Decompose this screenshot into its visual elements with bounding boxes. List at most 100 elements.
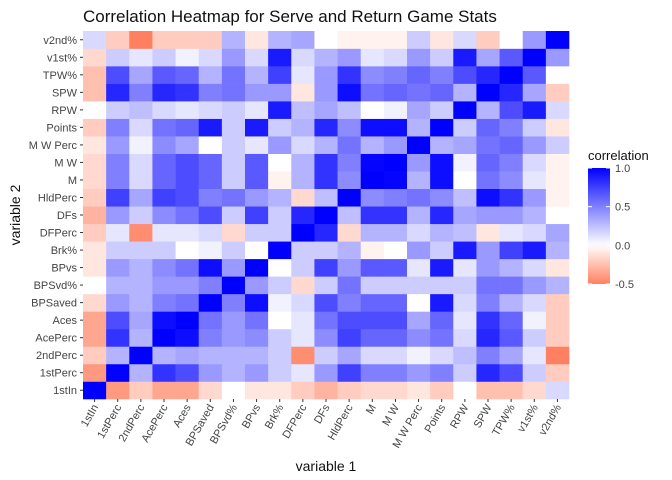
heatmap-cell-m-bpsaved bbox=[360, 293, 385, 312]
heatmap-cell-aceperc-aces bbox=[152, 311, 176, 330]
heatmap-cell-spw-tpwpct bbox=[476, 66, 500, 84]
heatmap-cell-points-spw bbox=[430, 83, 454, 102]
heatmap-cell-aceperc-m-w bbox=[152, 153, 176, 172]
heatmap-cell-rpw-aces bbox=[453, 311, 477, 330]
heatmap-cell-rpw-bpsaved bbox=[453, 293, 477, 312]
heatmap-cell-rpw-dfs bbox=[453, 206, 477, 225]
heatmap-cell-1stin-bpvs bbox=[83, 258, 107, 277]
heatmap-cell-dfs-aces bbox=[314, 311, 338, 330]
heatmap-cell-1stin-1stperc bbox=[83, 363, 107, 382]
heatmap-cell-m-w-perc-brkpct bbox=[407, 241, 431, 260]
y-tick-label: Points bbox=[46, 122, 77, 134]
heatmap-cell-brkpct-points bbox=[268, 118, 292, 137]
heatmap-cell-bpsvdpct-aces bbox=[221, 311, 246, 330]
heatmap-cell-v2ndpct-dfs bbox=[545, 206, 570, 225]
heatmap-cell-1stperc-v1stpct bbox=[106, 48, 130, 67]
heatmap-cell-1stin-m bbox=[83, 171, 107, 190]
heatmap-cell-m-w-m-w-perc bbox=[383, 136, 408, 154]
heatmap-cell-bpsaved-points bbox=[198, 118, 223, 137]
x-tick-label: v2nd% bbox=[537, 402, 564, 437]
y-tick-label: DFPerc bbox=[40, 228, 78, 240]
heatmap-cell-points-m bbox=[430, 171, 454, 190]
heatmap-cell-m-w-dfperc bbox=[383, 223, 408, 242]
heatmap-cell-dfs-2ndperc bbox=[314, 346, 338, 365]
heatmap-cell-v2ndpct-dfperc bbox=[545, 223, 570, 242]
heatmap-cell-m-w-1stin bbox=[383, 381, 408, 400]
heatmap-cell-v2ndpct-1stperc bbox=[545, 363, 570, 382]
heatmap-cell-1stin-m-w-perc bbox=[83, 136, 107, 154]
heatmap-cell-bpvs-dfperc bbox=[245, 223, 269, 242]
heatmap-cell-1stperc-points bbox=[106, 118, 130, 137]
heatmap-cell-v2ndpct-v1stpct bbox=[545, 48, 570, 67]
heatmap-cell-tpwpct-1stin bbox=[499, 381, 524, 400]
heatmap-cell-1stin-tpwpct bbox=[83, 66, 107, 84]
heatmap-cell-dfperc-aceperc bbox=[291, 328, 315, 347]
heatmap-cell-tpwpct-1stperc bbox=[499, 363, 524, 382]
heatmap-cell-bpvs-rpw bbox=[245, 101, 269, 119]
heatmap-cell-hldperc-bpsaved bbox=[337, 293, 362, 312]
heatmap-cell-dfperc-2ndperc bbox=[291, 346, 315, 365]
heatmap-cell-bpvs-spw bbox=[245, 83, 269, 102]
heatmap-cell-hldperc-1stperc bbox=[337, 363, 362, 382]
heatmap-cell-dfs-bpsvdpct bbox=[314, 276, 338, 295]
legend-tick-label: 0.0 bbox=[615, 240, 630, 252]
heatmap-cell-bpvs-bpsaved bbox=[245, 293, 269, 312]
heatmap-cell-brkpct-spw bbox=[268, 83, 292, 102]
heatmap-cell-dfs-tpwpct bbox=[314, 66, 338, 84]
heatmap-cell-m-w-perc-spw bbox=[407, 83, 431, 102]
heatmap-cell-aceperc-tpwpct bbox=[152, 66, 176, 84]
heatmap-cell-m-v2ndpct bbox=[360, 31, 385, 49]
heatmap-cell-bpsaved-bpvs bbox=[198, 258, 223, 277]
heatmap-cell-1stin-1stin bbox=[83, 381, 107, 400]
heatmap-cells bbox=[83, 31, 570, 400]
heatmap-cell-1stperc-m-w-perc bbox=[106, 136, 130, 154]
heatmap-cell-v1stpct-dfperc bbox=[522, 223, 547, 242]
heatmap-cell-aces-bpvs bbox=[175, 258, 200, 277]
heatmap-cell-points-1stperc bbox=[430, 363, 454, 382]
heatmap-cell-brkpct-bpvs bbox=[268, 258, 292, 277]
y-tick-label: RPW bbox=[51, 105, 77, 117]
heatmap-cell-rpw-spw bbox=[453, 83, 477, 102]
x-tick-label: TPW% bbox=[490, 402, 518, 438]
heatmap-cell-brkpct-brkpct bbox=[268, 241, 292, 260]
heatmap-cell-aces-dfs bbox=[175, 206, 200, 225]
heatmap-cell-m-w-spw bbox=[383, 83, 408, 102]
heatmap-cell-rpw-m-w bbox=[453, 153, 477, 172]
heatmap-cell-tpwpct-dfperc bbox=[499, 223, 524, 242]
heatmap-cell-1stin-dfs bbox=[83, 206, 107, 225]
y-tick-label: BPSvd% bbox=[34, 280, 78, 292]
heatmap-cell-dfs-spw bbox=[314, 83, 338, 102]
heatmap-cell-points-aceperc bbox=[430, 328, 454, 347]
heatmap-cell-rpw-1stperc bbox=[453, 363, 477, 382]
heatmap-cell-1stperc-bpsvdpct bbox=[106, 276, 130, 295]
heatmap-cell-tpwpct-bpsvdpct bbox=[499, 276, 524, 295]
heatmap-cell-hldperc-v2ndpct bbox=[337, 31, 362, 49]
heatmap-cell-bpsaved-dfperc bbox=[198, 223, 223, 242]
heatmap-cell-aces-bpsvdpct bbox=[175, 276, 200, 295]
heatmap-cell-aceperc-m bbox=[152, 171, 176, 190]
heatmap-cell-dfs-1stin bbox=[314, 381, 338, 400]
heatmap-cell-v2ndpct-m-w-perc bbox=[545, 136, 570, 154]
heatmap-cell-aceperc-points bbox=[152, 118, 176, 137]
heatmap-cell-aces-bpsaved bbox=[175, 293, 200, 312]
heatmap-cell-dfperc-1stperc bbox=[291, 363, 315, 382]
y-tick-label: DFs bbox=[57, 210, 78, 222]
x-tick-label: Aces bbox=[171, 402, 194, 430]
heatmap-cell-m-w-points bbox=[383, 118, 408, 137]
heatmap-cell-rpw-hldperc bbox=[453, 188, 477, 207]
heatmap-cell-tpwpct-m-w-perc bbox=[499, 136, 524, 154]
heatmap-cell-spw-aces bbox=[476, 311, 500, 330]
heatmap-cell-v1stpct-spw bbox=[522, 83, 547, 102]
heatmap-cell-v2ndpct-brkpct bbox=[545, 241, 570, 260]
heatmap-cell-1stperc-tpwpct bbox=[106, 66, 130, 84]
legend-tick-label: 0.5 bbox=[615, 202, 630, 214]
heatmap-cell-1stin-aceperc bbox=[83, 328, 107, 347]
heatmap-cell-bpvs-hldperc bbox=[245, 188, 269, 207]
heatmap-cell-m-w-perc-v2ndpct bbox=[407, 31, 431, 49]
heatmap-cell-brkpct-dfperc bbox=[268, 223, 292, 242]
heatmap-cell-tpwpct-v1stpct bbox=[499, 48, 524, 67]
heatmap-cell-bpsvdpct-rpw bbox=[221, 101, 246, 119]
heatmap-cell-1stperc-m bbox=[106, 171, 130, 190]
heatmap-cell-aces-rpw bbox=[175, 101, 200, 119]
